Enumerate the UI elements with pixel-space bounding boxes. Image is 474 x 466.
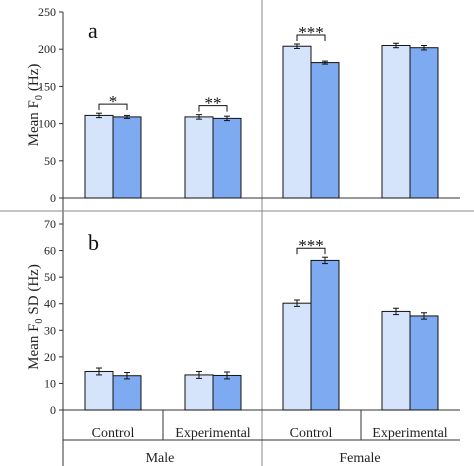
y-tick-label: 10 (44, 376, 56, 390)
y-tick-label: 250 (38, 5, 56, 19)
y-tick-label: 0 (50, 191, 56, 205)
bar (184, 374, 214, 411)
x-category-label: Experimental (372, 426, 448, 441)
bar (112, 116, 142, 199)
panel-b-letter: b (88, 230, 99, 255)
bar (184, 116, 214, 199)
panel-a-letter: a (88, 18, 98, 43)
panel-b-y-axis-title: Mean F0SD (Hz) (26, 264, 45, 370)
y-tick-label: 70 (44, 217, 56, 231)
significance-bracket (296, 34, 326, 41)
y-tick-label: 50 (44, 154, 56, 168)
y-tick-label: 60 (44, 244, 56, 258)
bar (212, 374, 242, 411)
bar (112, 375, 142, 411)
y-tick-label: 40 (44, 297, 56, 311)
y-tick-label: 30 (44, 323, 56, 337)
bar (310, 259, 340, 411)
y-tick-label: 50 (44, 270, 56, 284)
significance-bracket (296, 247, 326, 255)
bar (409, 47, 439, 199)
significance-label: *** (298, 236, 324, 255)
significance-bracket (98, 103, 128, 111)
y-tick-label: 0 (50, 403, 56, 417)
y-tick-label: 200 (38, 42, 56, 56)
bar (282, 302, 312, 411)
significance-label: ** (205, 94, 222, 113)
x-category-label: Control (92, 426, 135, 441)
y-tick-label: 20 (44, 350, 56, 364)
bar (409, 315, 439, 411)
x-category-label: Experimental (175, 426, 251, 441)
significance-label: * (109, 92, 118, 111)
bar (84, 370, 114, 411)
bar (282, 45, 312, 199)
y-tick-label: 100 (38, 117, 56, 131)
bar (212, 117, 242, 199)
x-group-label-male: Male (146, 451, 175, 466)
significance-label: *** (298, 23, 324, 42)
bar (381, 44, 411, 199)
panel-a-y-axis-title: Mean F0(Hz) (26, 64, 45, 147)
bar (310, 62, 340, 199)
bar (84, 114, 114, 199)
y-tick-label: 150 (38, 79, 56, 93)
bar (381, 310, 411, 411)
x-group-label-female: Female (339, 451, 380, 466)
x-category-label: Control (290, 426, 333, 441)
panel-b: 0 10 20 30 40 50 60 70 *** (44, 217, 439, 417)
significance-bracket (198, 105, 228, 112)
